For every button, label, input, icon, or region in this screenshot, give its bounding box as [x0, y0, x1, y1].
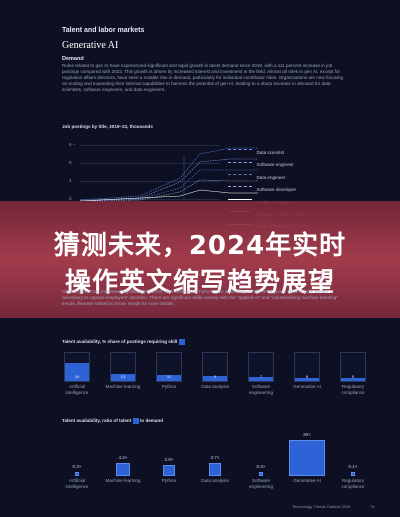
gridline: [80, 199, 220, 200]
bar: [203, 376, 227, 381]
ratio-label: 2.9×: [164, 456, 174, 462]
ratio-square: [289, 440, 325, 476]
page-number: 74: [370, 504, 375, 509]
intro-paragraph: Roles related to gen AI have experienced…: [62, 63, 344, 93]
availability-bars: 34 Artificial intelligence 13 Machine learn…: [62, 352, 366, 412]
ratio-squares: 0.3× Artificial intelligence 4.2× Machine l…: [62, 430, 365, 496]
ratio-square: [351, 472, 355, 476]
ratio-square: [163, 464, 175, 476]
bar-cell: 13: [110, 352, 136, 382]
gridline: [80, 163, 220, 164]
category-label: Python: [161, 478, 177, 483]
subsection-label: Demand: [62, 56, 84, 62]
gridline: [80, 145, 220, 146]
y-tick-3: 3: [69, 196, 72, 201]
bar-value-label: 34: [74, 374, 80, 379]
promo-banner: [0, 201, 400, 318]
ratio-chart-title: Talent availability, ratio of talent to …: [62, 418, 164, 424]
line-chart: [80, 147, 258, 202]
ratio-label: 4.2×: [118, 454, 128, 460]
category-label: Regulatory compliance: [341, 478, 365, 489]
section-label: Talent and labor markets: [62, 27, 145, 34]
gridline: [80, 181, 220, 182]
category-label: Machine learning: [105, 384, 141, 389]
category-label: Software engineering: [248, 384, 273, 395]
ratio-square: [116, 462, 130, 476]
bar-value-label: 11: [166, 374, 172, 379]
bar-value-label: 7: [259, 374, 263, 379]
legend-key-icon: [132, 418, 139, 424]
ratio-label: 0.1×: [348, 464, 358, 469]
bar: [65, 363, 89, 381]
y-tick-5: 5: [69, 160, 72, 165]
bar: [341, 378, 365, 381]
legend-item: Software developer: [228, 178, 348, 192]
category-label: Python: [161, 384, 177, 389]
ratio-square: [75, 472, 79, 476]
series-line-software-developer: [80, 179, 258, 202]
ratio-label: 30×: [303, 432, 311, 437]
category-label: Generative AI: [293, 384, 321, 389]
category-label: Software engineering: [248, 478, 273, 489]
bar-value-label: 13: [120, 374, 126, 379]
bar-cell: 6: [294, 352, 320, 382]
category-label: Regulatory compliance: [341, 384, 365, 395]
category-label: Artificial intelligence: [65, 478, 89, 489]
bar-value-label: 5: [351, 374, 355, 379]
bar-cell: 5: [340, 352, 366, 382]
ratio-square: [258, 471, 264, 476]
footer-source: Technology Trends Outlook 2024: [292, 504, 351, 509]
series-line-software-engineer: [80, 158, 258, 202]
y-tick-4: 4: [69, 178, 72, 183]
bar-cell: 7: [248, 352, 274, 382]
legend-key-icon: [178, 339, 185, 345]
legend-item: Data scientist: [228, 141, 348, 155]
series-line-project-manager: [80, 189, 258, 202]
bar: [295, 377, 319, 381]
category-label: Generative AI: [293, 478, 321, 483]
category-label: Machine learning: [105, 478, 141, 483]
bar-value-label: 6: [305, 374, 309, 379]
ratio-label: 0.4×: [256, 463, 266, 469]
category-label: Data analysis: [201, 478, 229, 483]
category-label: Data analysis: [201, 384, 229, 389]
y-tick-6: 6 –: [69, 142, 76, 147]
bar-cell: 34: [64, 352, 90, 382]
bar: [157, 375, 181, 381]
page-title: Generative AI: [62, 40, 119, 51]
category-label: Artificial intelligence: [65, 384, 89, 395]
ratio-label: 3.7×: [210, 455, 220, 461]
banner-headline-2: 操作英文缩写趋势展望: [64, 268, 335, 298]
bar-cell: 9: [202, 352, 228, 382]
series-line-data-scientist: [80, 147, 258, 201]
line-chart-title: Job postings by title, 2019–23, thousand…: [62, 124, 153, 129]
bar-chart-title: Talent availability, % share of postings…: [62, 339, 185, 345]
bar: [111, 374, 135, 381]
bar-cell: 11: [156, 352, 182, 382]
banner-headline-1: 猜测未来，2024年实时: [53, 231, 347, 261]
ratio-square: [208, 463, 222, 476]
legend-item: Data engineer: [228, 166, 348, 180]
ratio-label: 0.3×: [72, 464, 82, 469]
bar: [249, 377, 273, 381]
bar-value-label: 9: [213, 374, 217, 379]
legend-item: Software engineer: [228, 153, 348, 167]
body-paragraph: roles in gen AI has increased significan…: [62, 289, 338, 307]
